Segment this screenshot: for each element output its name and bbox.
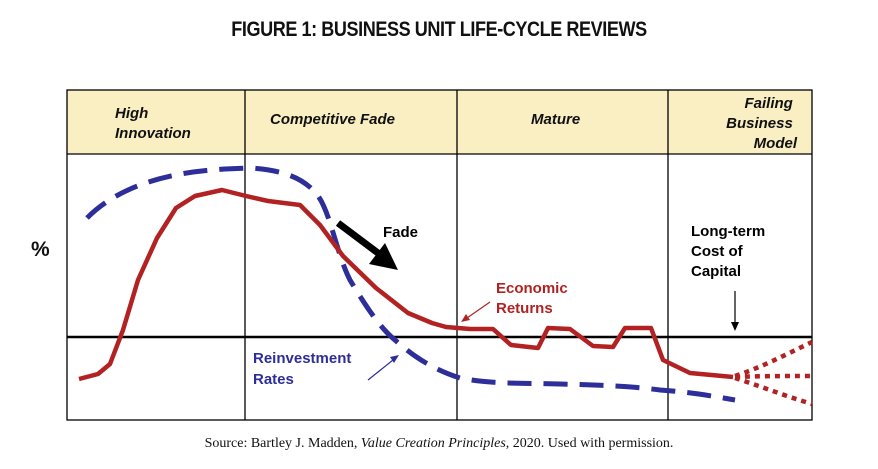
fade-label: Fade (383, 224, 418, 241)
fade-arrow-shaft (335, 220, 381, 256)
life-cycle-diagram: High Innovation Competitive Fade Mature … (31, 89, 813, 421)
reinvestment-rates-arrow-head (390, 355, 399, 363)
source-book-title: Value Creation Principles (360, 436, 506, 451)
fade-arrow-head (369, 243, 398, 270)
y-axis-label: % (31, 238, 50, 261)
diagram-frame (66, 89, 813, 421)
economic-returns-curve (78, 187, 734, 382)
source-prefix: Source: Bartley J. Madden, (204, 436, 361, 451)
source-suffix: , 2020. Used with permission. (505, 436, 674, 451)
economic-returns-arrow-shaft (466, 301, 491, 319)
reinvestment-rates-arrow-shaft (367, 359, 394, 381)
reinvestment-rates-curve (85, 165, 736, 403)
reinvestment-rates-label: Reinvestment Rates (253, 350, 356, 388)
source-caption: Source: Bartley J. Madden, Value Creatio… (0, 436, 878, 452)
phase-label-high-innovation: High Innovation (115, 105, 191, 142)
phase-label-competitive-fade: Competitive Fade (270, 111, 395, 128)
economic-returns-projection (734, 339, 813, 407)
figure-title: FIGURE 1: BUSINESS UNIT LIFE-CYCLE REVIE… (231, 18, 647, 41)
economic-returns-arrow-head (461, 314, 470, 322)
phase-label-mature: Mature (531, 111, 580, 128)
cost-of-capital-arrow-head (731, 322, 739, 331)
phase-header-band (67, 90, 812, 154)
phase-label-failing-business-model: Failing Business Model (726, 95, 798, 152)
cost-of-capital-label: Long-term Cost of Capital (691, 223, 769, 280)
economic-returns-label: Economic Returns (496, 280, 572, 317)
